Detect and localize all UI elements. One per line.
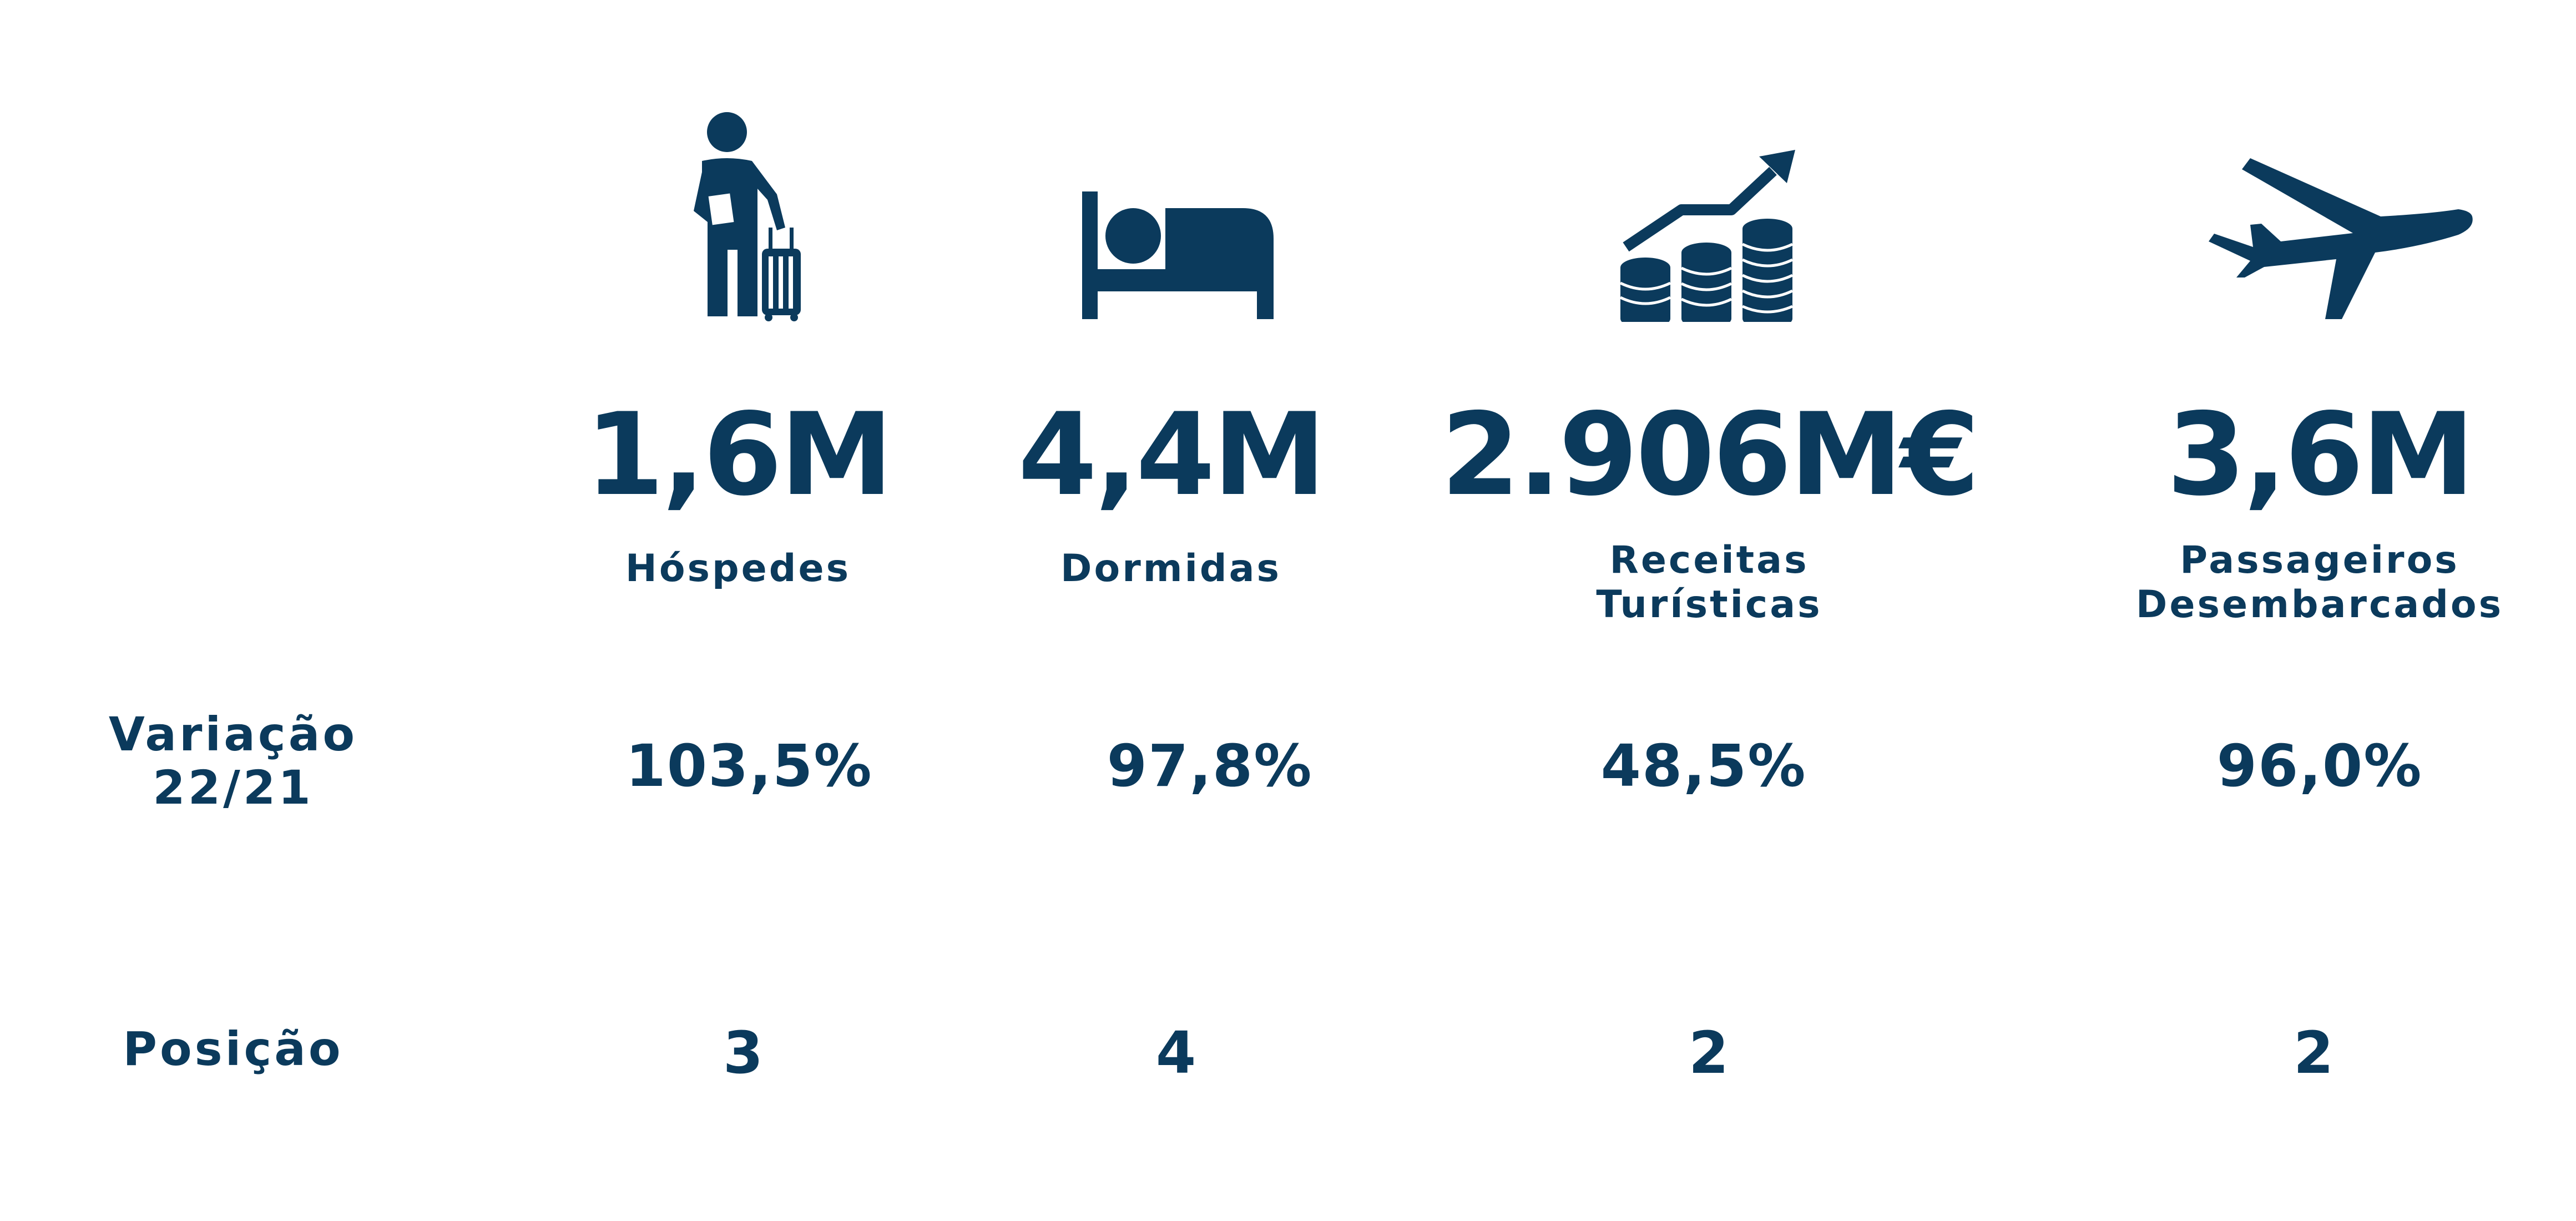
stat-label-line: Dormidas (1060, 547, 1281, 591)
traveler-with-suitcase-icon (680, 111, 802, 322)
variation-value-passageiros: 96,0% (2216, 732, 2423, 800)
stat-label-dormidas: Dormidas (988, 547, 1354, 591)
position-value-passageiros: 2 (2293, 1019, 2335, 1087)
stat-label-line: Turísticas (1596, 583, 1822, 627)
stat-value-hospedes: 1,6M (585, 389, 893, 521)
stat-label-receitas: Receitas Turísticas (1487, 538, 1931, 627)
stat-value-passageiros: 3,6M (2166, 389, 2474, 521)
position-value-hospedes: 3 (723, 1019, 765, 1087)
stat-value-receitas: 2.906M€ (1441, 389, 1979, 521)
variation-value-hospedes: 103,5% (625, 732, 873, 800)
stat-label-line: Desembarcados (2135, 583, 2504, 627)
airplane-icon (2198, 158, 2475, 319)
stat-label-line: Hóspedes (625, 547, 851, 591)
stat-value-dormidas: 4,4M (1018, 389, 1326, 521)
coins-growth-chart-icon (1620, 150, 1798, 322)
variation-label-line: 22/21 (153, 760, 314, 815)
stat-label-line: Passageiros (2180, 538, 2459, 582)
position-row-label: Posição (123, 1022, 344, 1076)
stat-label-line: Receitas (1609, 538, 1809, 582)
variation-value-receitas: 48,5% (1600, 732, 1807, 800)
position-value-receitas: 2 (1688, 1019, 1730, 1087)
stat-label-passageiros: Passageiros Desembarcados (2098, 538, 2542, 627)
variation-value-dormidas: 97,8% (1107, 732, 1313, 800)
bed-icon (1082, 191, 1274, 319)
variation-row-label: Variação 22/21 (67, 708, 400, 814)
position-value-dormidas: 4 (1155, 1019, 1198, 1087)
variation-label-line: Variação (108, 707, 358, 761)
stat-label-hospedes: Hóspedes (555, 547, 921, 591)
